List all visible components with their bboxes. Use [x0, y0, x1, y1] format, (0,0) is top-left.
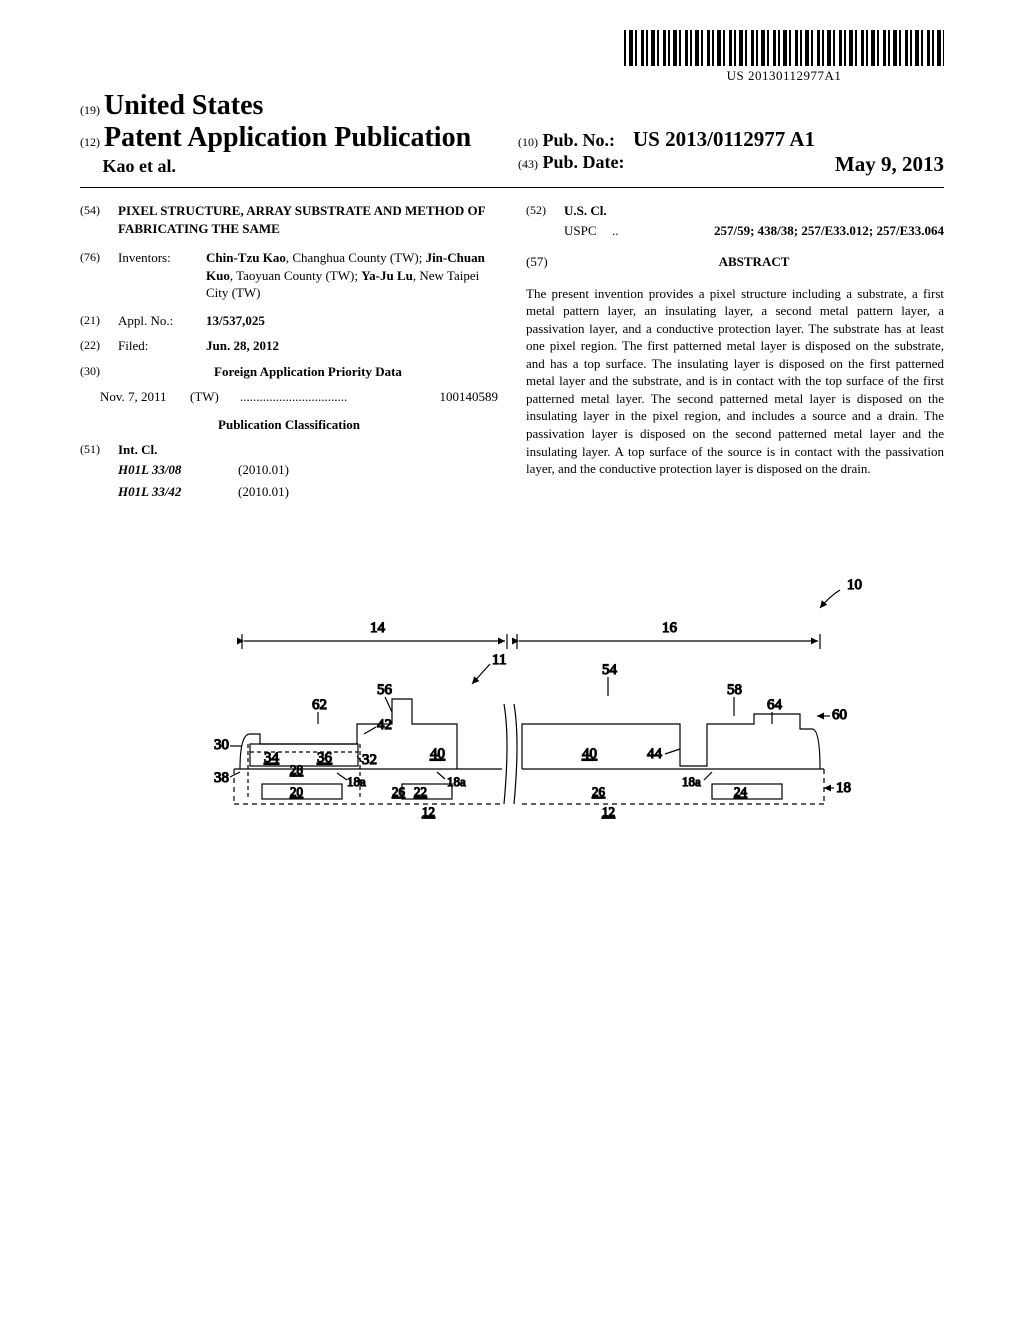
fig-label-24: 24: [734, 784, 748, 799]
fig-label-16: 16: [662, 620, 678, 636]
pubclass-header: Publication Classification: [80, 416, 498, 434]
fig-label-62: 62: [312, 697, 327, 713]
fig-label-32: 32: [362, 752, 377, 768]
foreign-dots: .................................: [240, 388, 440, 406]
pub-type-line: (12) Patent Application Publication: [80, 122, 506, 154]
intcl-label: Int. Cl.: [118, 441, 498, 459]
fig-label-18a-2: 18a: [447, 774, 466, 789]
pubdate-line: (43) Pub. Date: May 9, 2013: [518, 152, 944, 177]
fig-label-60: 60: [832, 707, 847, 723]
country-line: (19) United States: [80, 90, 506, 122]
fig-label-54: 54: [602, 662, 618, 678]
barcode-text: US 20130112977A1: [624, 68, 944, 84]
pubno-code: (10): [518, 135, 538, 149]
foreign-date: Nov. 7, 2011: [100, 388, 190, 406]
fig-label-11: 11: [492, 652, 506, 668]
filed-code: (22): [80, 337, 118, 355]
filed-label: Filed:: [118, 337, 206, 355]
fig-label-64: 64: [767, 697, 783, 713]
fig-label-20: 20: [290, 784, 303, 799]
inventors-label: Inventors:: [118, 249, 206, 302]
uscl-value: 257/59; 438/38; 257/E33.012; 257/E33.064: [622, 222, 944, 240]
authors: Kao et al.: [103, 156, 177, 176]
left-column: (54) PIXEL STRUCTURE, ARRAY SUBSTRATE AN…: [80, 202, 498, 504]
fig-label-26a: 26: [392, 784, 406, 799]
fig-label-22: 22: [414, 784, 427, 799]
applno-label: Appl. No.:: [118, 312, 206, 330]
fig-label-44: 44: [647, 746, 663, 762]
abstract-text: The present invention provides a pixel s…: [526, 285, 944, 478]
patent-figure: 10 14 16 11 54 56 62: [80, 574, 944, 869]
fig-label-34: 34: [264, 750, 280, 766]
fig-label-30: 30: [214, 737, 229, 753]
barcode-bars: [624, 30, 944, 66]
invention-title: PIXEL STRUCTURE, ARRAY SUBSTRATE AND MET…: [118, 202, 498, 237]
foreign-appno: 100140589: [440, 388, 499, 406]
inventors-code: (76): [80, 249, 118, 302]
pubdate-label: Pub. Date:: [543, 152, 625, 172]
foreign-header: Foreign Application Priority Data: [118, 363, 498, 381]
applno-value: 13/537,025: [206, 312, 498, 330]
fig-label-58: 58: [727, 682, 742, 698]
fig-label-56: 56: [377, 682, 393, 698]
fig-label-18: 18: [836, 780, 851, 796]
abstract-header: ABSTRACT: [564, 253, 944, 271]
inventors-value: Chin-Tzu Kao, Changhua County (TW); Jin-…: [206, 249, 498, 302]
pub-type: Patent Application Publication: [104, 122, 471, 153]
pubno-value: US 2013/0112977 A1: [633, 127, 815, 151]
country: United States: [104, 90, 263, 121]
pubno-line: (10) Pub. No.: US 2013/0112977 A1: [518, 127, 944, 152]
foreign-country: (TW): [190, 388, 240, 406]
fig-label-42: 42: [377, 717, 392, 733]
fig-label-14: 14: [370, 620, 386, 636]
fig-label-10: 10: [847, 577, 862, 593]
foreign-code: (30): [80, 363, 118, 381]
country-code: (19): [80, 103, 100, 117]
barcode-block: US 20130112977A1: [80, 30, 944, 84]
pub-type-code: (12): [80, 135, 100, 149]
pubdate-code: (43): [518, 157, 538, 171]
fig-label-40b: 40: [582, 746, 597, 762]
intcl-code: (51): [80, 441, 118, 459]
pubdate-value: May 9, 2013: [835, 152, 944, 177]
uscl-prefix: USPC: [564, 222, 612, 240]
uscl-code: (52): [526, 202, 564, 220]
pubno-label: Pub. No.:: [543, 130, 616, 150]
filed-value: Jun. 28, 2012: [206, 337, 498, 355]
fig-label-18a-1: 18a: [347, 774, 366, 789]
abstract-code: (57): [526, 253, 564, 279]
horizontal-rule: [80, 187, 944, 188]
title-code: (54): [80, 202, 118, 237]
fig-label-12a: 12: [422, 804, 435, 819]
right-column: (52) U.S. Cl. USPC .. 257/59; 438/38; 25…: [526, 202, 944, 504]
uscl-dots: ..: [612, 222, 619, 240]
fig-label-26b: 26: [592, 784, 606, 799]
fig-label-40a: 40: [430, 746, 445, 762]
uscl-label: U.S. Cl.: [564, 202, 944, 220]
fig-label-12b: 12: [602, 804, 615, 819]
authors-line: Kao et al.: [80, 156, 506, 177]
applno-code: (21): [80, 312, 118, 330]
fig-label-38: 38: [214, 770, 229, 786]
fig-label-36: 36: [317, 750, 333, 766]
fig-label-18a-3: 18a: [682, 774, 701, 789]
